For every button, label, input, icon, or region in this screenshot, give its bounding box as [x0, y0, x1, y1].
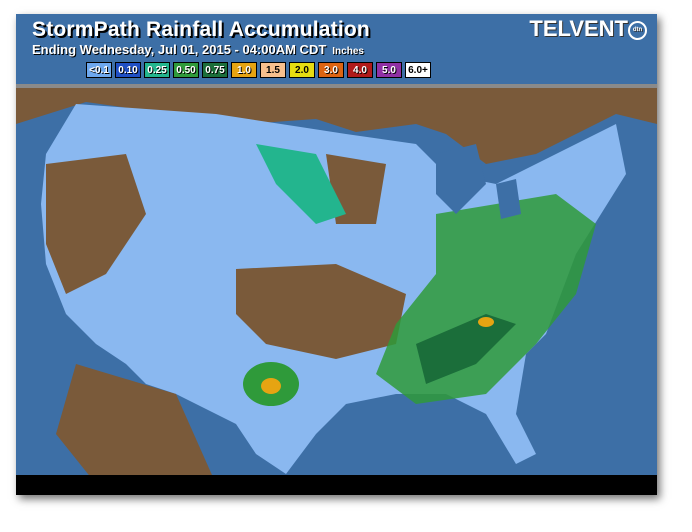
- legend-swatch: 0.50: [173, 62, 199, 78]
- date-range: Ending Wednesday, Jul 01, 2015 - 04:00AM…: [32, 42, 327, 57]
- map-graphic: [16, 14, 657, 495]
- legend-swatch: <0.1: [86, 62, 112, 78]
- no-rain-mexico: [56, 364, 216, 484]
- legend-swatch: 3.0: [318, 62, 344, 78]
- logo-text: TELVENT: [529, 16, 628, 41]
- units-label: Inches: [332, 46, 364, 57]
- bottom-strip: [16, 475, 657, 495]
- rain-north-plains: [256, 144, 346, 224]
- rainfall-map: StormPath Rainfall Accumulation Ending W…: [16, 14, 657, 495]
- no-rain-central: [236, 264, 406, 359]
- legend-swatch: 0.75: [202, 62, 228, 78]
- no-rain-west: [46, 154, 146, 294]
- precip-legend: <0.1 0.10 0.25 0.50 0.75 1.0 1.5 2.0 3.0 4.0 5.0 6.…: [86, 62, 431, 78]
- legend-swatch: 6.0+: [405, 62, 431, 78]
- telvent-logo: TELVENT dtn: [529, 16, 647, 42]
- legend-swatch: 0.10: [115, 62, 141, 78]
- legend-swatch: 1.5: [260, 62, 286, 78]
- legend-swatch: 5.0: [376, 62, 402, 78]
- legend-swatch: 4.0: [347, 62, 373, 78]
- map-subtitle: Ending Wednesday, Jul 01, 2015 - 04:00AM…: [32, 42, 364, 57]
- header-divider: [16, 84, 657, 88]
- legend-swatch: 1.0: [231, 62, 257, 78]
- rain-heavy-band: [416, 314, 516, 384]
- canada-land: [16, 88, 657, 164]
- map-title: StormPath Rainfall Accumulation: [32, 18, 370, 41]
- legend-swatch: 0.25: [144, 62, 170, 78]
- great-lakes: [436, 144, 486, 214]
- dtn-badge: dtn: [628, 20, 647, 40]
- legend-swatch: 2.0: [289, 62, 315, 78]
